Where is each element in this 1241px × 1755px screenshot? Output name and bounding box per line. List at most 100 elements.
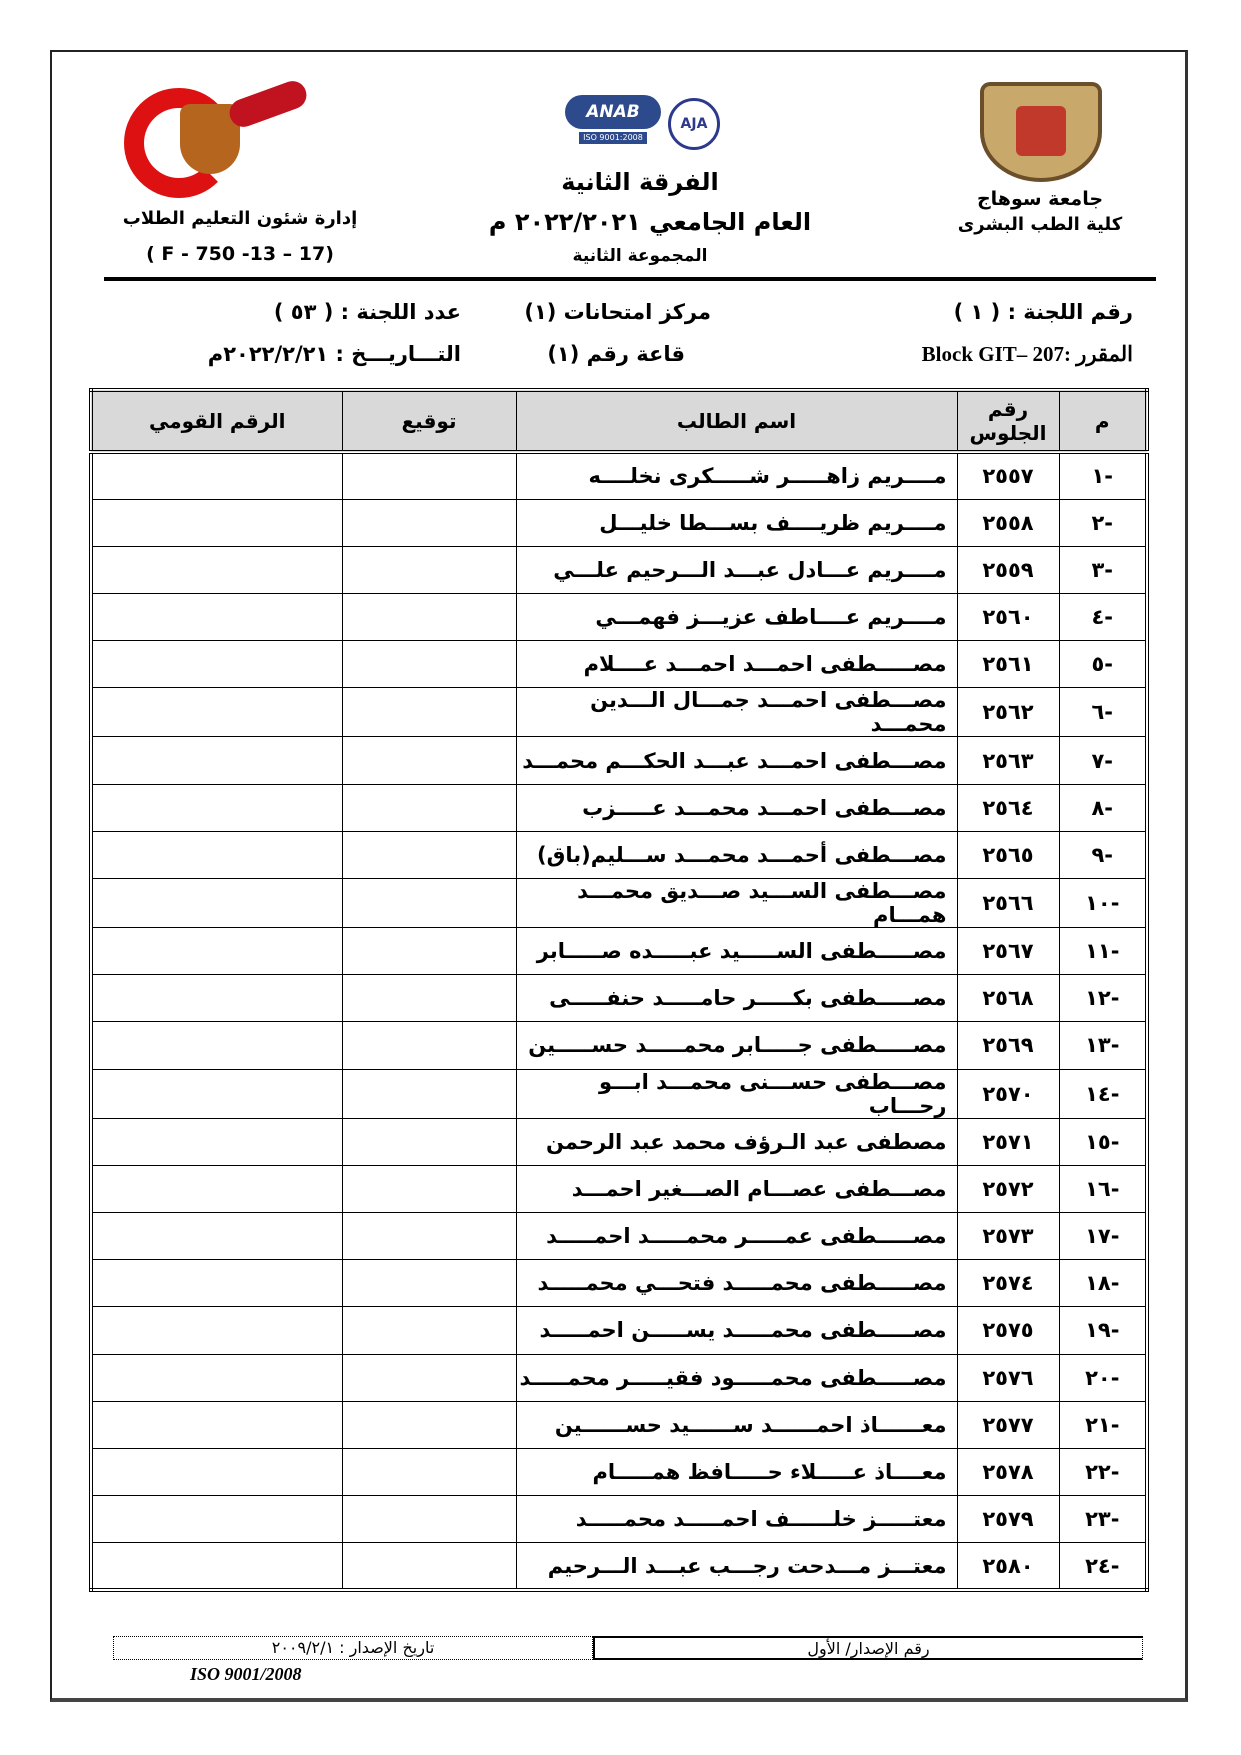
table-row: -١٧ ٢٥٧٣ مصـــــطفى عمـــــر محمـــــد احم… bbox=[90, 1211, 1148, 1261]
signature-cell[interactable] bbox=[341, 1068, 517, 1119]
seat-number: ٢٥٧٩ bbox=[956, 1495, 1060, 1544]
seat-number: ٢٥٧١ bbox=[956, 1117, 1060, 1166]
national-id-cell[interactable] bbox=[90, 498, 343, 547]
seat-number: ٢٥٧٦ bbox=[956, 1353, 1060, 1402]
table-row: -٢٢ ٢٥٧٨ معــــاذ عـــــلاء حـــــافظ همــ… bbox=[90, 1447, 1148, 1497]
national-id-cell[interactable] bbox=[90, 1164, 343, 1213]
form-code: ( F - 750 -13 – 17) bbox=[146, 243, 334, 265]
national-id-cell[interactable] bbox=[90, 783, 343, 832]
national-id-cell[interactable] bbox=[90, 974, 343, 1023]
signature-cell[interactable] bbox=[341, 1400, 517, 1449]
sohag-university-logo bbox=[980, 82, 1102, 182]
national-id-cell[interactable] bbox=[90, 1021, 343, 1070]
table-row: -١١ ٢٥٦٧ مصـــــطفى الســـــيد عبـــــده ص… bbox=[90, 926, 1148, 976]
signature-cell[interactable] bbox=[341, 1117, 517, 1166]
signature-cell[interactable] bbox=[341, 1495, 517, 1544]
signature-cell[interactable] bbox=[341, 926, 517, 976]
national-id-cell[interactable] bbox=[90, 451, 343, 500]
student-name: مصـــطفى احمـــد عبـــد الحكـــم محمـــد bbox=[515, 736, 958, 785]
seat-number: ٢٥٧٥ bbox=[956, 1306, 1060, 1355]
table-row: -٨ ٢٥٦٤ مصـــطفى احمـــد محمـــد عـــــزب bbox=[90, 783, 1148, 832]
seat-number: ٢٥٥٨ bbox=[956, 498, 1060, 547]
national-id-cell[interactable] bbox=[90, 1353, 343, 1402]
signature-cell[interactable] bbox=[341, 736, 517, 785]
signature-cell[interactable] bbox=[341, 830, 517, 880]
hall: قاعة رقم (١) bbox=[547, 342, 685, 366]
seat-number: ٢٥٥٩ bbox=[956, 545, 1060, 595]
national-id-cell[interactable] bbox=[90, 1447, 343, 1497]
student-name: مصـــــطفى عمـــــر محمـــــد احمـــــد bbox=[515, 1211, 958, 1261]
row-index: -٦ bbox=[1058, 687, 1148, 738]
signature-cell[interactable] bbox=[341, 1259, 517, 1308]
student-name: مصـــــطفى جـــــابر محمـــــد حســـــين bbox=[515, 1021, 958, 1070]
row-index: -٣ bbox=[1058, 545, 1148, 595]
year-level: الفرقة الثانية bbox=[561, 168, 719, 196]
row-index: -٢٢ bbox=[1058, 1447, 1148, 1497]
signature-cell[interactable] bbox=[341, 1353, 517, 1402]
national-id-cell[interactable] bbox=[90, 545, 343, 595]
national-id-cell[interactable] bbox=[90, 736, 343, 785]
national-id-cell[interactable] bbox=[90, 1117, 343, 1166]
row-index: -٢٣ bbox=[1058, 1495, 1148, 1544]
row-index: -٧ bbox=[1058, 736, 1148, 785]
student-name: مصطفى عبد الـرؤف محمد عبد الرحمن bbox=[515, 1117, 958, 1166]
signature-cell[interactable] bbox=[341, 545, 517, 595]
student-name: مصـــــطفى احمـــد احمـــد عــــلام bbox=[515, 640, 958, 689]
signature-cell[interactable] bbox=[341, 498, 517, 547]
table-row: -٥ ٢٥٦١ مصـــــطفى احمـــد احمـــد عــــلا… bbox=[90, 640, 1148, 689]
national-id-cell[interactable] bbox=[90, 1306, 343, 1355]
national-id-cell[interactable] bbox=[90, 1542, 343, 1591]
national-id-cell[interactable] bbox=[90, 1259, 343, 1308]
signature-cell[interactable] bbox=[341, 1542, 517, 1591]
seat-number: ٢٥٦٢ bbox=[956, 687, 1060, 738]
row-index: -١٣ bbox=[1058, 1021, 1148, 1070]
table-row: -١٣ ٢٥٦٩ مصـــــطفى جـــــابر محمـــــد حس… bbox=[90, 1021, 1148, 1070]
national-id-cell[interactable] bbox=[90, 1400, 343, 1449]
seat-number: ٢٥٧٨ bbox=[956, 1447, 1060, 1497]
issue-date: تاريخ الإصدار : ٢٠٠٩/٢/١ bbox=[113, 1636, 593, 1660]
aja-logo: AJA bbox=[668, 98, 720, 150]
signature-cell[interactable] bbox=[341, 451, 517, 500]
signature-cell[interactable] bbox=[341, 1447, 517, 1497]
row-index: -١٧ bbox=[1058, 1211, 1148, 1261]
signature-cell[interactable] bbox=[341, 1211, 517, 1261]
signature-cell[interactable] bbox=[341, 593, 517, 642]
table-row: -١٤ ٢٥٧٠ مصـــطفى حســـنى محمـــد ابـــو ر… bbox=[90, 1068, 1148, 1119]
signature-cell[interactable] bbox=[341, 878, 517, 928]
student-name: مــــريم عــــاطف عزيـــز فهمـــي bbox=[515, 593, 958, 642]
signature-cell[interactable] bbox=[341, 783, 517, 832]
seat-number: ٢٥٦٥ bbox=[956, 830, 1060, 880]
signature-cell[interactable] bbox=[341, 640, 517, 689]
col-index: م bbox=[1058, 389, 1148, 454]
header-divider bbox=[104, 277, 1156, 281]
seat-number: ٢٥٥٧ bbox=[956, 451, 1060, 500]
national-id-cell[interactable] bbox=[90, 878, 343, 928]
national-id-cell[interactable] bbox=[90, 687, 343, 738]
signature-cell[interactable] bbox=[341, 974, 517, 1023]
table-header-row: م رقم الجلوس اسم الطالب توقيع الرقم القو… bbox=[90, 389, 1148, 454]
national-id-cell[interactable] bbox=[90, 1495, 343, 1544]
signature-cell[interactable] bbox=[341, 1021, 517, 1070]
table-row: -٢١ ٢٥٧٧ معــــــاذ احمــــــد ســــــيد ح… bbox=[90, 1400, 1148, 1449]
signature-cell[interactable] bbox=[341, 1164, 517, 1213]
exam-date: التـــاريـــخ : ٢٠٢٢/٢/٢١م bbox=[207, 342, 461, 366]
seat-number: ٢٥٦٣ bbox=[956, 736, 1060, 785]
committee-number: رقم اللجنة : ( ١ ) bbox=[953, 300, 1133, 324]
student-name: مصـــطفى عصـــام الصـــغير احمـــد bbox=[515, 1164, 958, 1213]
signature-cell[interactable] bbox=[341, 1306, 517, 1355]
table-row: -٢٣ ٢٥٧٩ معتـــــز خلــــــف احمـــــد محم… bbox=[90, 1495, 1148, 1544]
row-index: -١٨ bbox=[1058, 1259, 1148, 1308]
student-name: مصـــــطفى الســـــيد عبـــــده صـــــاب… bbox=[515, 926, 958, 976]
national-id-cell[interactable] bbox=[90, 830, 343, 880]
national-id-cell[interactable] bbox=[90, 593, 343, 642]
national-id-cell[interactable] bbox=[90, 640, 343, 689]
faculty-of-medicine-logo bbox=[118, 77, 311, 200]
national-id-cell[interactable] bbox=[90, 926, 343, 976]
national-id-cell[interactable] bbox=[90, 1068, 343, 1119]
table-row: -٩ ٢٥٦٥ مصـــطفى أحمـــد محمـــد ســـليم(ب… bbox=[90, 830, 1148, 880]
national-id-cell[interactable] bbox=[90, 1211, 343, 1261]
faculty-name: كلية الطب البشرى bbox=[957, 214, 1123, 235]
student-name: معــــــاذ احمــــــد ســــــيد حســــــ… bbox=[515, 1400, 958, 1449]
table-row: -١٥ ٢٥٧١ مصطفى عبد الـرؤف محمد عبد الرحمن bbox=[90, 1117, 1148, 1166]
signature-cell[interactable] bbox=[341, 687, 517, 738]
